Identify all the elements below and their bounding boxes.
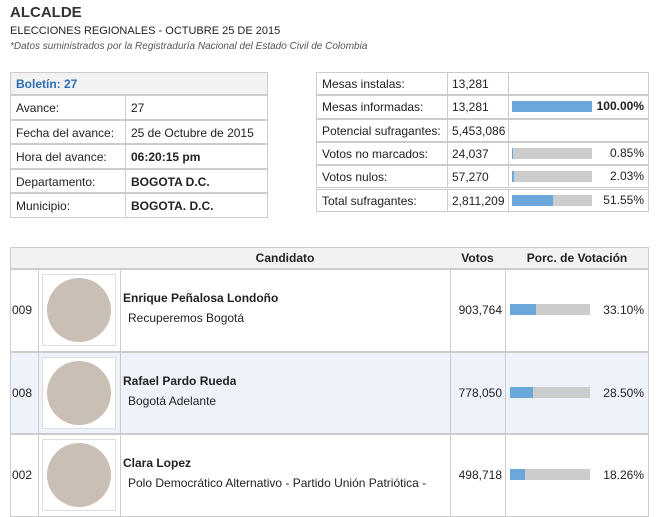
page: ALCALDE ELECCIONES REGIONALES - OCTUBRE … <box>10 4 649 517</box>
summary-label: Total sufragantes: <box>316 188 448 212</box>
percent-label: 0.85% <box>609 145 644 160</box>
summary-cell <box>508 141 649 166</box>
candidate-name: Rafael Pardo Rueda <box>123 373 237 388</box>
percent-label: 28.50% <box>603 385 644 400</box>
column-header: Votos <box>461 251 494 265</box>
party: Recuperemos Bogotá <box>128 311 245 325</box>
photo <box>42 439 116 511</box>
summary-value: 13,281 <box>447 72 509 96</box>
bulletin-label: Hora del avance: <box>10 144 126 169</box>
bulletin-title: Boletín: 27 <box>10 72 268 95</box>
cell-divider <box>505 434 506 517</box>
bar <box>510 304 537 315</box>
votes: 903,764 <box>458 303 502 317</box>
summary-value: 2,811,209 <box>447 188 509 212</box>
cell-divider <box>450 269 451 352</box>
summary-value: 13,281 <box>447 95 509 119</box>
photo <box>42 274 116 346</box>
summary-cell <box>508 165 649 189</box>
photo <box>42 356 116 429</box>
bulletin-value: BOGOTA. D.C. <box>125 193 268 218</box>
bar <box>512 147 513 159</box>
bar <box>512 194 554 206</box>
summary-cell <box>508 72 649 96</box>
photo-circle <box>47 278 111 342</box>
subtitle: ELECCIONES REGIONALES - OCTUBRE 25 DE 20… <box>10 25 281 37</box>
bulletin-value: BOGOTA D.C. <box>125 168 268 193</box>
party: Bogotá Adelante <box>128 393 217 408</box>
bar <box>512 171 514 183</box>
code: 002 <box>12 468 33 482</box>
cell-divider <box>38 269 39 352</box>
bar <box>512 101 592 113</box>
bar <box>510 386 533 398</box>
candidate-name: Clara Lopez <box>123 456 192 470</box>
bulletin-value: 06:20:15 pm <box>125 144 268 169</box>
summary-cell <box>508 188 649 212</box>
bulletin-label: Departamento: <box>10 168 126 193</box>
title: ALCALDE <box>10 4 82 21</box>
percent-label: 2.03% <box>609 169 644 184</box>
cell-divider <box>505 269 506 352</box>
party: Polo Democrático Alternativo - Partido U… <box>128 476 427 490</box>
table-header-bg <box>10 247 649 269</box>
percent-label: 100.00% <box>596 99 644 114</box>
bulletin-value: 25 de Octubre de 2015 <box>125 119 268 144</box>
summary-cell <box>508 118 649 142</box>
summary-label: Votos nulos: <box>316 165 448 189</box>
candidate-name: Enrique Peñalosa Londoño <box>123 291 279 305</box>
bar-bg <box>512 171 592 183</box>
photo-circle <box>47 443 111 507</box>
percent-label: 51.55% <box>603 192 644 207</box>
code: 008 <box>12 385 33 400</box>
summary-label: Mesas instalas: <box>316 72 448 96</box>
cell-divider <box>120 269 121 352</box>
bulletin-label: Avance: <box>10 95 126 120</box>
cell-divider <box>38 434 39 517</box>
cell-divider <box>38 351 39 434</box>
summary-value: 57,270 <box>447 165 509 189</box>
bulletin-value: 27 <box>125 95 268 120</box>
cell-divider <box>120 351 121 434</box>
summary-label: Votos no marcados: <box>316 141 448 166</box>
bar-bg <box>510 386 590 398</box>
summary-value: 5,453,086 <box>447 118 509 142</box>
cell-divider <box>120 434 121 517</box>
column-header: Porc. de Votación <box>526 251 628 265</box>
summary-label: Mesas informadas: <box>316 95 448 119</box>
bar-bg <box>510 304 590 315</box>
votes: 778,050 <box>458 385 502 400</box>
cell-divider <box>450 351 451 434</box>
photo-circle <box>47 360 111 425</box>
percent-label: 33.10% <box>603 303 644 317</box>
note: *Datos suministrados por la Registradurí… <box>10 41 368 52</box>
bulletin-label: Fecha del avance: <box>10 119 126 144</box>
cell-divider <box>505 351 506 434</box>
bar-bg <box>512 147 592 159</box>
code: 009 <box>12 303 33 317</box>
summary-cell <box>508 95 649 119</box>
summary-label: Potencial sufragantes: <box>316 118 448 142</box>
summary-value: 24,037 <box>447 141 509 166</box>
bulletin-label: Municipio: <box>10 193 126 218</box>
percent-label: 18.26% <box>603 468 644 482</box>
column-header: Candidato <box>255 251 315 265</box>
votes: 498,718 <box>458 468 502 482</box>
